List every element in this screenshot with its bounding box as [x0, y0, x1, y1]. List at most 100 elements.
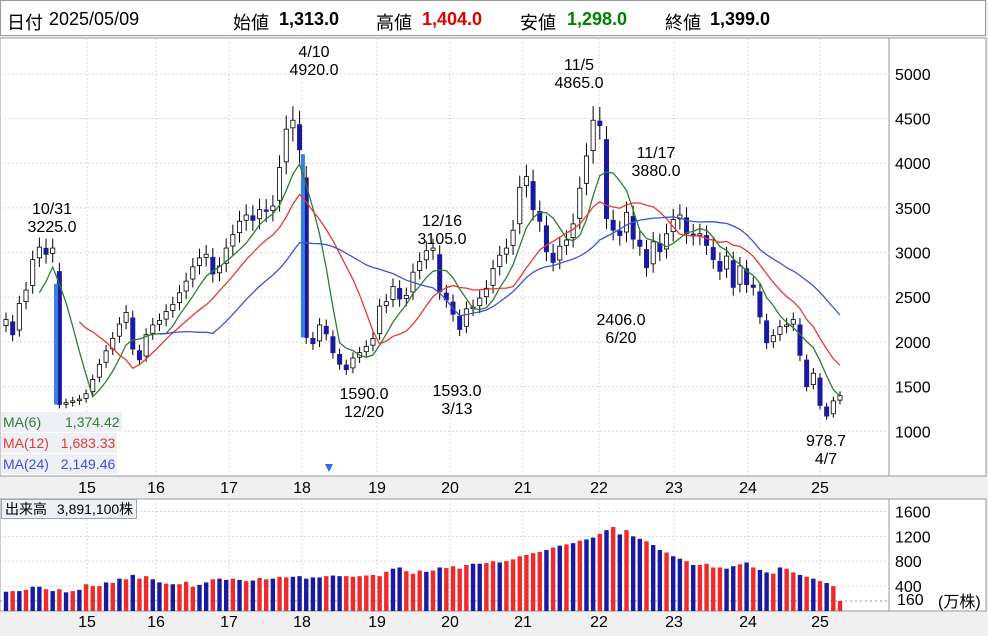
candle-body — [523, 176, 529, 187]
candle-body — [557, 245, 563, 261]
volume-bar — [731, 566, 736, 611]
x-tick-label: 22 — [590, 480, 608, 497]
volume-bar — [510, 559, 516, 611]
candle-body — [290, 119, 296, 129]
volume-bar — [264, 579, 269, 611]
x-tick-label: 16 — [147, 614, 165, 631]
volume-bar — [117, 578, 122, 611]
volume-tick-label: 1600 — [895, 504, 931, 521]
volume-bar — [637, 538, 643, 611]
volume-bar — [617, 534, 623, 611]
x-tick-label: 25 — [811, 480, 829, 497]
candle-body — [230, 234, 236, 247]
candle-body — [770, 335, 776, 343]
volume-bar — [430, 570, 436, 611]
volume-bar — [697, 564, 703, 611]
volume-bar — [717, 567, 723, 611]
y-tick-label: 3000 — [895, 246, 931, 263]
candle-body — [183, 280, 189, 292]
candle-body — [430, 247, 436, 251]
candle-body — [837, 395, 843, 401]
split-gap-bar — [54, 283, 59, 405]
volume-bar — [297, 576, 302, 611]
volume-bar — [304, 578, 309, 611]
volume-bar — [797, 574, 803, 611]
volume-bar — [290, 576, 296, 611]
volume-bar — [23, 589, 29, 611]
candle-body — [377, 305, 383, 334]
date-value: 2025/05/09 — [49, 9, 140, 29]
volume-bar — [450, 566, 456, 611]
ma12-label: MA(12) — [3, 435, 49, 451]
candle-body — [737, 265, 743, 285]
y-tick-label: 3500 — [895, 201, 931, 218]
candle-body — [83, 393, 89, 399]
volume-bar — [270, 578, 276, 611]
candle-body — [277, 167, 283, 201]
volume-bar — [170, 584, 175, 611]
volume-bar — [50, 591, 55, 611]
volume-bar — [90, 586, 95, 611]
ma12-legend: MA(12) 1,683.33 — [1, 433, 118, 453]
volume-bar — [811, 578, 816, 611]
volume-bar — [397, 567, 402, 611]
candle-body — [143, 334, 149, 357]
volume-bar — [524, 555, 529, 611]
candle-body — [623, 211, 629, 233]
candle-body — [684, 217, 690, 235]
candle-body — [617, 230, 623, 236]
volume-bar — [137, 578, 142, 611]
candle-body — [637, 239, 643, 247]
candle-body — [297, 124, 303, 151]
volume-bar — [417, 570, 422, 611]
volume-bar — [344, 576, 349, 611]
volume-bar — [590, 537, 596, 611]
x-tick-label: 17 — [220, 480, 238, 497]
candle-body — [610, 219, 616, 231]
annotation-label: 12/16 — [422, 213, 462, 230]
candle-body — [370, 337, 376, 346]
volume-bar — [150, 579, 155, 611]
volume-bar — [317, 577, 322, 611]
volume-bar — [684, 561, 689, 611]
candle-body — [457, 316, 463, 330]
candle-body — [764, 320, 770, 344]
candle-body — [704, 235, 710, 246]
candle-body — [797, 324, 803, 356]
candle-body — [310, 337, 316, 345]
volume-bar — [777, 567, 783, 611]
candle-body — [116, 323, 122, 337]
volume-bar — [217, 578, 222, 611]
y-tick-label: 5000 — [895, 67, 931, 84]
candle-body — [350, 357, 356, 369]
volume-bar — [437, 567, 442, 611]
volume-header: 出来高 3,891,100株 — [1, 499, 138, 519]
y-tick-label: 4000 — [895, 156, 931, 173]
candle-body — [810, 372, 816, 386]
candle-body — [16, 303, 22, 331]
volume-bar — [350, 576, 356, 611]
volume-bar — [804, 576, 809, 611]
annotation-value: 3105.0 — [418, 231, 467, 248]
open-value: 1,313.0 — [279, 9, 340, 29]
volume-bar — [364, 575, 369, 611]
candle-body — [744, 268, 750, 286]
volume-bar — [664, 552, 669, 611]
volume-bar — [243, 581, 249, 611]
volume-current-label: 160 — [897, 592, 924, 609]
annotation-label: 978.7 — [806, 433, 846, 450]
volume-bar — [357, 576, 362, 611]
quote-header: 日付 2025/05/09 始値 1,313.0 高値 1,404.0 安値 1… — [0, 0, 986, 36]
x-tick-label: 24 — [739, 614, 757, 631]
x-tick-label: 21 — [514, 480, 532, 497]
candle-body — [96, 363, 102, 378]
volume-bar — [564, 544, 569, 611]
candle-body — [670, 219, 676, 233]
candle-body — [36, 246, 42, 259]
volume-bar — [97, 586, 102, 611]
candle-body — [250, 215, 256, 221]
volume-bar — [377, 576, 382, 611]
ma12-value: 1,683.33 — [60, 435, 116, 451]
volume-bar — [677, 558, 683, 611]
candle-body — [283, 128, 289, 163]
